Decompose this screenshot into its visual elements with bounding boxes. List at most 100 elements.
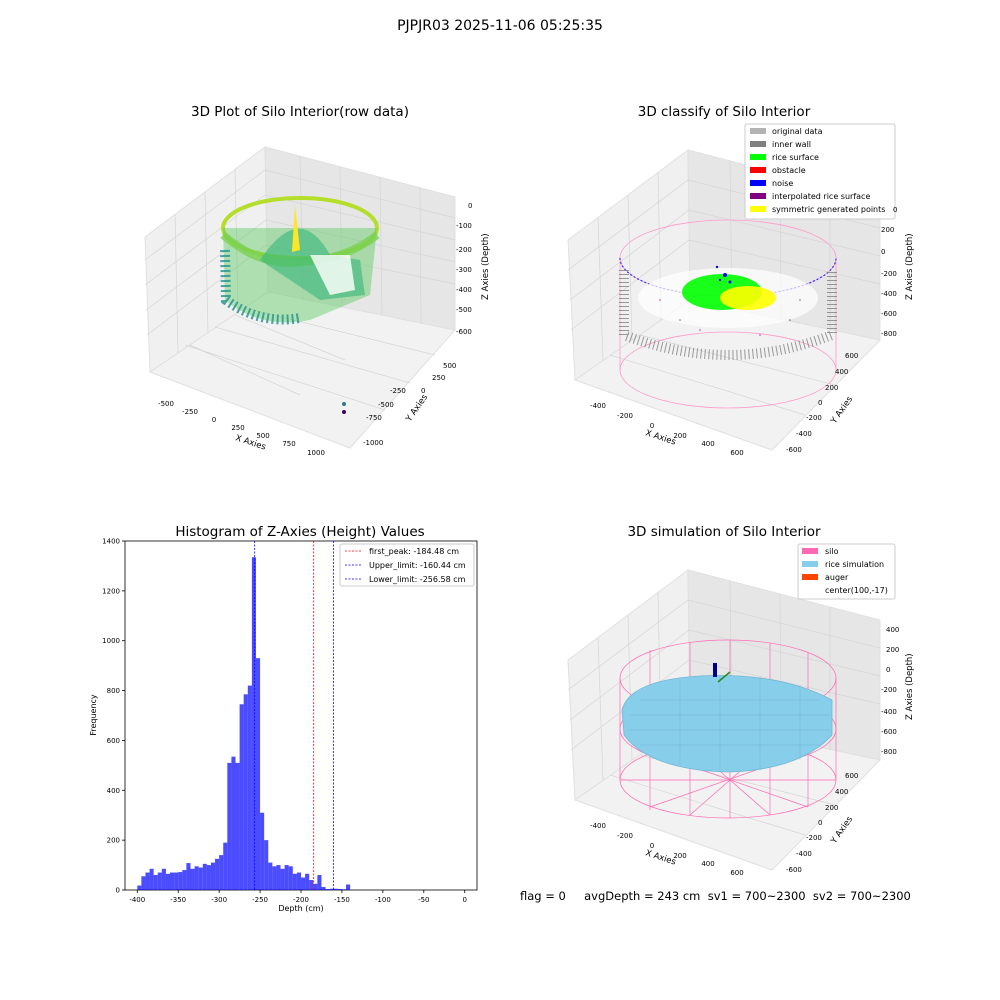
histogram-bar [231, 756, 236, 890]
panel-simulation-3d: 3D simulation of Silo Interior [567, 524, 915, 877]
legend-center: center(100,-17) [825, 586, 888, 595]
histogram-xtick-label: -400 [129, 896, 145, 904]
legend-swatch-rice [750, 154, 766, 160]
histogram-bar [333, 888, 338, 890]
svg-text:-600: -600 [456, 328, 472, 336]
svg-text:0: 0 [886, 666, 890, 674]
histogram-bar [296, 872, 301, 890]
histogram-bar [145, 872, 150, 890]
histogram-bar [309, 880, 314, 890]
svg-text:rice simulation: rice simulation [825, 560, 884, 569]
histogram-ylabel: Frequency [89, 694, 98, 736]
histogram-ytick-label: 1200 [102, 587, 120, 595]
histogram-bar [210, 862, 216, 890]
histogram-ytick-label: 800 [107, 687, 120, 695]
svg-text:Y Axies: Y Axies [829, 394, 856, 426]
svg-text:-750: -750 [366, 414, 382, 422]
histogram-bar [346, 884, 351, 890]
svg-text:0: 0 [818, 819, 822, 827]
svg-text:-400: -400 [456, 286, 472, 294]
legend-swatch-original [750, 128, 766, 134]
svg-text:600: 600 [845, 352, 858, 360]
svg-text:400: 400 [835, 368, 848, 376]
histogram-xtick-label: -250 [252, 896, 268, 904]
svg-text:200: 200 [673, 432, 686, 440]
histogram-bar [301, 877, 306, 890]
svg-text:symmetric generated points: symmetric generated points [772, 205, 885, 214]
svg-text:400: 400 [701, 860, 714, 868]
svg-text:Z Axies (Depth): Z Axies (Depth) [905, 233, 915, 300]
svg-text:-400: -400 [796, 850, 812, 858]
histogram-bar [215, 858, 220, 890]
legend-lower-limit: Lower_limit: -256.58 cm [369, 575, 466, 584]
legend-swatch-rice-sim [802, 561, 818, 567]
svg-text:auger: auger [825, 573, 849, 582]
histogram-bar [157, 872, 162, 890]
svg-text:600: 600 [730, 449, 743, 457]
svg-text:-800: -800 [881, 330, 897, 338]
histogram-bar [165, 873, 171, 890]
histogram-bar [288, 866, 293, 890]
svg-text:-600: -600 [881, 728, 897, 736]
histogram-bar [276, 865, 281, 890]
legend-swatch-silo [802, 548, 818, 554]
svg-text:-250: -250 [390, 387, 406, 395]
histogram-bar [313, 883, 318, 890]
legend-swatch-inner-wall [750, 141, 766, 147]
histogram-bar [190, 868, 195, 890]
histogram-bar [325, 889, 330, 890]
svg-text:original data: original data [772, 127, 823, 136]
svg-text:-200: -200 [806, 834, 822, 842]
histogram-bar [219, 855, 224, 890]
histogram-bar [272, 866, 277, 890]
svg-text:500: 500 [256, 432, 269, 440]
svg-text:-400: -400 [881, 290, 897, 298]
histogram-xtick-label: -300 [211, 896, 227, 904]
histogram-bar [284, 865, 289, 890]
histogram-bar [153, 875, 158, 890]
histogram-bar [186, 863, 191, 890]
histogram-bar [202, 863, 207, 890]
svg-text:-500: -500 [456, 306, 472, 314]
svg-text:-200: -200 [617, 412, 633, 420]
histogram-legend: first_peak: -184.48 cm Upper_limit: -160… [339, 543, 475, 587]
svg-text:-100: -100 [456, 222, 472, 230]
svg-text:-600: -600 [786, 866, 802, 874]
histogram-bar [137, 885, 142, 890]
histogram-bar [141, 876, 146, 890]
svg-text:Y Axies: Y Axies [404, 392, 431, 424]
svg-text:400: 400 [701, 440, 714, 448]
histogram-yticks: 0 200 400 600 800 1000 1200 1400 [102, 538, 125, 895]
histogram-bar [329, 888, 334, 890]
svg-text:600: 600 [845, 772, 858, 780]
histogram-bar [264, 840, 269, 890]
svg-text:noise: noise [772, 179, 793, 188]
svg-text:0: 0 [893, 206, 897, 214]
svg-text:-250: -250 [182, 408, 198, 416]
simulation-legend: silo rice simulation auger center(100,-1… [797, 543, 896, 600]
histogram-ytick-label: 400 [107, 787, 120, 795]
panel-classify-title: 3D classify of Silo Interior [638, 104, 811, 120]
svg-text:-300: -300 [456, 266, 472, 274]
svg-text:Z Axies (Depth): Z Axies (Depth) [905, 653, 915, 720]
svg-text:500: 500 [443, 362, 456, 370]
histogram-xtick-label: -150 [334, 896, 350, 904]
svg-text:0: 0 [650, 422, 654, 430]
svg-text:-800: -800 [881, 748, 897, 756]
svg-text:200: 200 [881, 226, 894, 234]
panel-raw-title: 3D Plot of Silo Interior(row data) [191, 104, 409, 120]
svg-text:-200: -200 [881, 686, 897, 694]
histogram-xtick-label: -200 [293, 896, 309, 904]
histogram-title: Histogram of Z-Axies (Height) Values [175, 524, 424, 540]
legend-swatch-auger [802, 574, 818, 580]
histogram-ytick-label: 600 [107, 737, 120, 745]
svg-text:-500: -500 [158, 400, 174, 408]
status-footer: flag = 0 avgDepth = 243 cm sv1 = 700~230… [520, 889, 911, 903]
legend-swatch-symmetric [750, 206, 766, 212]
histogram-bar [206, 865, 211, 890]
histogram-xticks: -400 -350 -300 -250 -200 -150 -100 -50 0 [129, 890, 467, 904]
svg-text:obstacle: obstacle [772, 166, 806, 175]
svg-text:Z Axies (Depth): Z Axies (Depth) [481, 233, 491, 300]
